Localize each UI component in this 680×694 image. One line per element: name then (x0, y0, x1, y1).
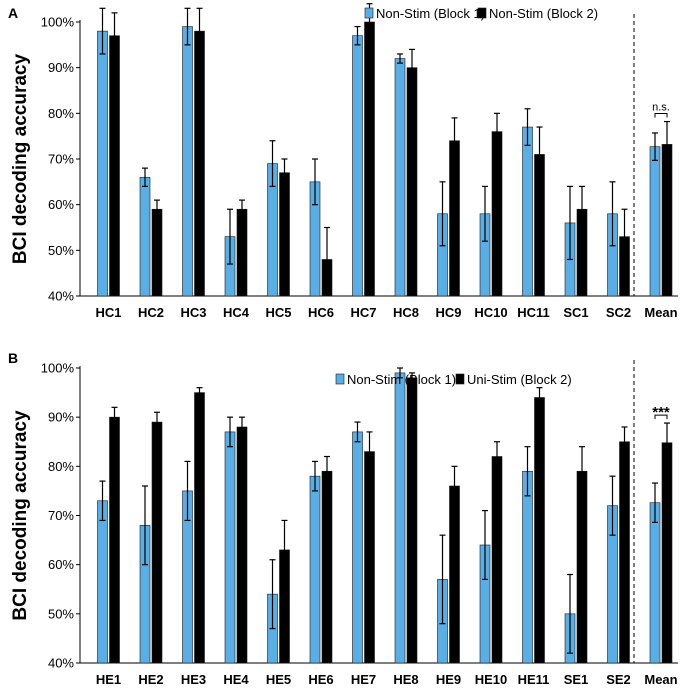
significance-label: n.s. (652, 102, 670, 114)
x-tick-label: HC11 (517, 305, 550, 320)
x-tick-label: HE2 (138, 672, 163, 687)
bar-hc7-series1 (352, 35, 363, 297)
x-tick-label: SC1 (563, 305, 588, 320)
legend-label: Non-Stim (Block 1) (347, 372, 456, 387)
legend-label: Non-Stim (Block 1) (376, 6, 485, 21)
x-tick-label: HE6 (308, 672, 333, 687)
x-tick-label: HC3 (180, 305, 206, 320)
legend-swatch (364, 7, 374, 19)
y-tick-label: 70% (48, 152, 74, 167)
bar-hc4-series2 (236, 208, 248, 297)
x-tick-label: HE4 (223, 672, 249, 687)
y-axis-title: BCI decoding accuracy (10, 410, 31, 621)
bar-se2-series2 (619, 441, 630, 664)
x-tick-label: HE5 (266, 672, 291, 687)
bar-he4-series1 (224, 431, 236, 664)
legend-swatch (335, 373, 345, 385)
bar-se1-series2 (576, 470, 588, 664)
bar-hc5-series2 (279, 172, 290, 297)
bar-hc10-series2 (491, 131, 503, 297)
y-tick-label: 80% (48, 459, 74, 474)
x-tick-label: HE9 (436, 672, 461, 687)
bar-he6-series2 (321, 470, 333, 664)
x-tick-label: HC7 (350, 305, 376, 320)
bar-hc1-series1 (97, 30, 108, 297)
bar-he11-series1 (522, 470, 533, 664)
bar-he2-series2 (151, 421, 163, 664)
bar-he11-series2 (534, 397, 545, 664)
panel-letter: A (8, 5, 18, 21)
legend-label: Non-Stim (Block 2) (489, 6, 598, 21)
legend-swatch (455, 373, 465, 385)
bar-hc2-series1 (139, 176, 151, 297)
x-tick-label: HC6 (308, 305, 334, 320)
x-tick-label: HC10 (474, 305, 507, 320)
legend-swatch (477, 7, 487, 19)
legend-label: Uni-Stim (Block 2) (467, 372, 572, 387)
x-tick-label: HC9 (435, 305, 461, 320)
bar-he10-series2 (491, 456, 503, 664)
bar-he3-series2 (194, 392, 205, 664)
y-tick-label: 80% (48, 106, 74, 121)
bar-mean-series2 (661, 442, 673, 664)
bar-he7-series1 (352, 431, 363, 664)
chart-panel-b: B BCI decoding accuracy 40% 50% 60% 70% 80% 90%… (8, 350, 678, 687)
y-tick-label: 40% (48, 656, 74, 671)
x-tick-label: HE8 (393, 672, 418, 687)
x-tick-label: HE10 (475, 672, 508, 687)
x-tick-label: HC1 (95, 305, 121, 320)
y-tick-label: 50% (48, 243, 74, 258)
y-tick-label: 60% (48, 557, 74, 572)
x-tick-label: HE11 (518, 672, 550, 687)
x-tick-label: Mean (644, 305, 677, 320)
y-axis-title: BCI decoding accuracy (10, 54, 31, 265)
bar-hc8-series2 (406, 67, 418, 297)
significance-bracket (654, 113, 668, 118)
bar-hc1-series2 (109, 35, 120, 297)
bar-he8-series2 (406, 377, 418, 664)
x-tick-label: SC2 (606, 305, 631, 320)
bar-mean-series1 (649, 502, 661, 664)
y-tick-label: 100% (41, 15, 75, 30)
y-tick-label: 50% (48, 606, 74, 621)
y-tick-label: 90% (48, 60, 74, 75)
x-tick-label: HC5 (265, 305, 291, 320)
y-tick-label: 100% (41, 361, 75, 376)
significance-label: *** (652, 404, 670, 421)
x-tick-label: HE7 (351, 672, 376, 687)
bar-hc2-series2 (151, 208, 163, 297)
y-tick-label: 70% (48, 508, 74, 523)
bar-he4-series2 (236, 426, 248, 664)
y-tick-label: 60% (48, 197, 74, 212)
significance-bracket (654, 414, 668, 420)
x-tick-label: Mean (644, 672, 677, 687)
x-tick-label: SE2 (606, 672, 631, 687)
x-tick-label: HC4 (223, 305, 250, 320)
bar-he7-series2 (364, 451, 375, 664)
bar-he8-series1 (394, 372, 406, 664)
x-tick-label: HE3 (181, 672, 206, 687)
y-tick-label: 90% (48, 410, 74, 425)
bar-mean-series1 (649, 146, 661, 297)
x-tick-label: HC8 (393, 305, 419, 320)
panel-letter: B (8, 350, 18, 366)
x-tick-label: HE1 (96, 672, 121, 687)
bar-hc11-series1 (522, 126, 533, 297)
chart-panel-a: A BCI decoding accuracy 40% 50% 60% 70% 80% 90%… (8, 3, 678, 320)
bar-hc3-series1 (182, 26, 193, 297)
bar-he1-series1 (97, 500, 108, 664)
x-tick-label: HC2 (138, 305, 164, 320)
bar-hc8-series1 (394, 58, 406, 297)
bar-hc7-series2 (364, 21, 375, 297)
bar-hc3-series2 (194, 30, 205, 297)
y-tick-label: 40% (48, 289, 74, 304)
x-tick-label: SE1 (564, 672, 589, 687)
bar-he1-series2 (109, 416, 120, 664)
bar-he6-series1 (309, 475, 321, 664)
bar-he9-series2 (449, 485, 460, 664)
